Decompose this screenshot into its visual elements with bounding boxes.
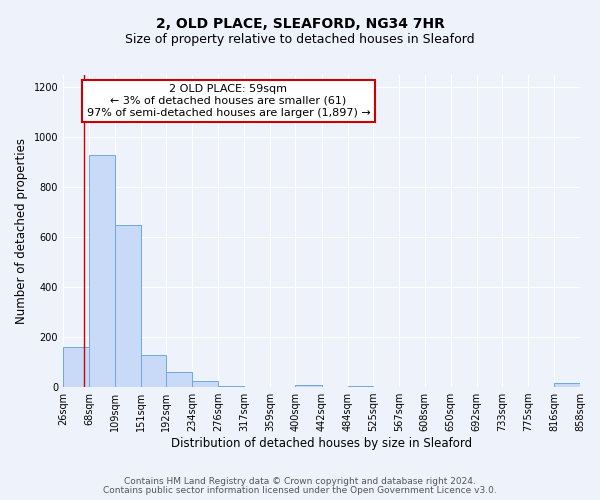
Bar — [89, 155, 115, 387]
Bar — [554, 384, 580, 387]
Text: 2 OLD PLACE: 59sqm
← 3% of detached houses are smaller (61)
97% of semi-detached: 2 OLD PLACE: 59sqm ← 3% of detached hous… — [86, 84, 370, 117]
Text: 2, OLD PLACE, SLEAFORD, NG34 7HR: 2, OLD PLACE, SLEAFORD, NG34 7HR — [155, 18, 445, 32]
Bar — [192, 381, 218, 387]
Bar — [347, 386, 373, 387]
Bar — [166, 372, 192, 387]
Bar — [115, 225, 141, 387]
Bar — [63, 347, 89, 387]
Y-axis label: Number of detached properties: Number of detached properties — [15, 138, 28, 324]
Text: Contains public sector information licensed under the Open Government Licence v3: Contains public sector information licen… — [103, 486, 497, 495]
X-axis label: Distribution of detached houses by size in Sleaford: Distribution of detached houses by size … — [171, 437, 472, 450]
Bar — [141, 354, 166, 387]
Bar — [218, 386, 244, 387]
Bar — [295, 384, 322, 387]
Text: Contains HM Land Registry data © Crown copyright and database right 2024.: Contains HM Land Registry data © Crown c… — [124, 477, 476, 486]
Text: Size of property relative to detached houses in Sleaford: Size of property relative to detached ho… — [125, 32, 475, 46]
